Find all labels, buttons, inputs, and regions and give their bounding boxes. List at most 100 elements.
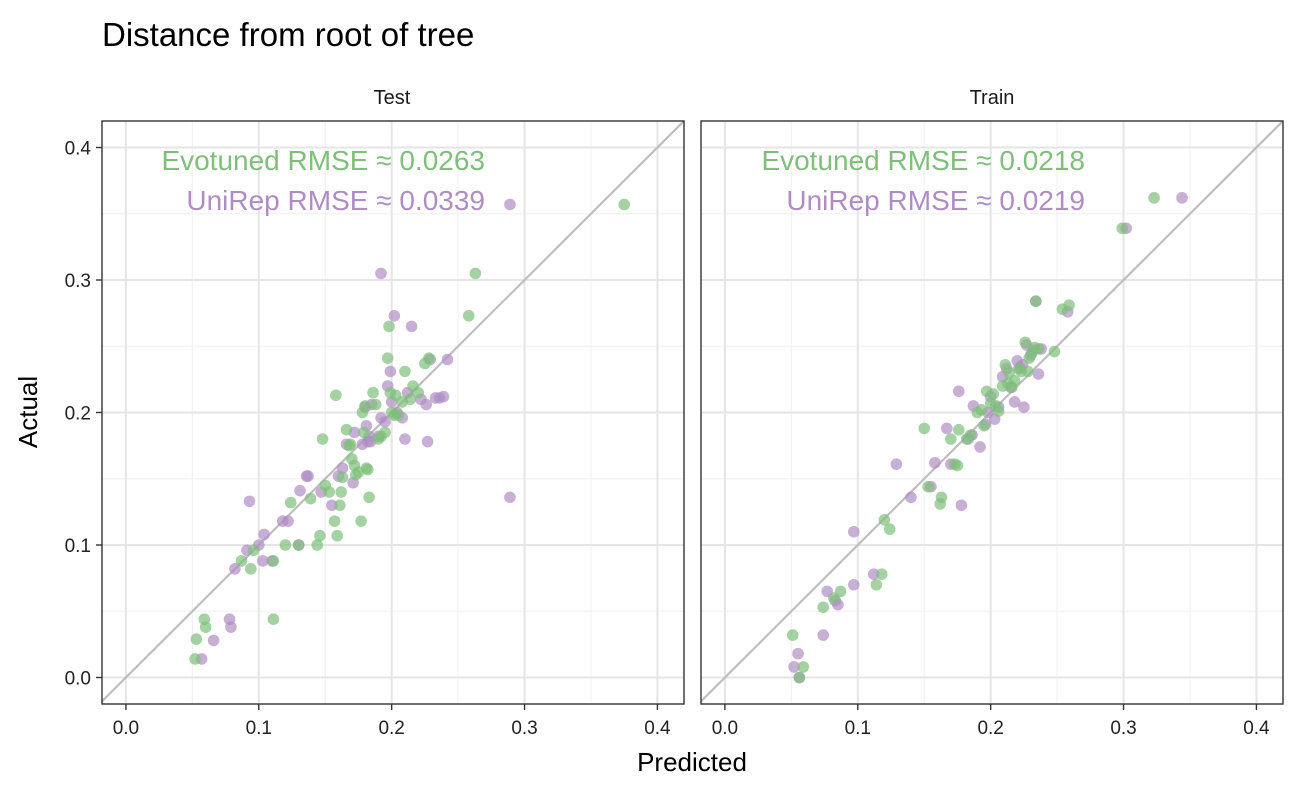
x-axis-title: Predicted xyxy=(637,747,747,777)
point-unirep-train xyxy=(952,385,965,398)
point-evotuned-train xyxy=(952,423,965,436)
point-evotuned-test xyxy=(284,496,297,509)
point-unirep-test xyxy=(420,398,433,411)
y-tick-label: 0.1 xyxy=(65,536,91,557)
point-evotuned-test xyxy=(330,389,342,402)
point-evotuned-test xyxy=(267,613,280,625)
point-unirep-train xyxy=(788,661,800,673)
point-unirep-train xyxy=(1008,396,1021,408)
point-unirep-test xyxy=(258,528,270,541)
point-evotuned-train xyxy=(875,568,888,580)
point-unirep-test xyxy=(207,634,220,647)
point-unirep-test xyxy=(384,365,397,378)
point-unirep-train xyxy=(867,568,880,580)
point-evotuned-train xyxy=(992,405,1005,417)
point-evotuned-test xyxy=(336,471,349,484)
point-evotuned-train xyxy=(883,523,896,535)
x-tick-label: 0.0 xyxy=(113,718,139,739)
point-evotuned-test xyxy=(381,352,394,364)
point-evotuned-train xyxy=(978,419,990,432)
y-tick-label: 0.2 xyxy=(65,404,91,425)
point-evotuned-test xyxy=(245,563,257,575)
point-unirep-test xyxy=(336,462,349,474)
y-tick-label: 0.3 xyxy=(65,271,91,292)
point-evotuned-test xyxy=(361,463,374,476)
y-axis-title: Actual xyxy=(13,376,43,448)
point-unirep-test xyxy=(504,198,516,211)
point-unirep-train xyxy=(905,491,917,504)
point-evotuned-test xyxy=(279,539,292,551)
point-unirep-test xyxy=(379,415,391,428)
point-evotuned-train xyxy=(1022,365,1034,378)
rmse-evotuned-train: Evotuned RMSE ≈ 0.0218 xyxy=(761,145,1085,176)
point-evotuned-train xyxy=(878,514,891,526)
rmse-unirep-test: UniRep RMSE ≈ 0.0339 xyxy=(186,185,485,216)
point-unirep-train xyxy=(1176,192,1188,204)
point-evotuned-test xyxy=(328,515,341,527)
point-unirep-test xyxy=(302,470,314,482)
point-evotuned-test xyxy=(355,515,367,527)
point-evotuned-test xyxy=(469,267,482,280)
point-evotuned-train xyxy=(964,429,977,441)
point-evotuned-test xyxy=(363,491,375,504)
point-evotuned-train xyxy=(935,491,948,504)
point-evotuned-train xyxy=(1116,222,1129,235)
point-unirep-test xyxy=(399,433,411,445)
point-evotuned-train xyxy=(1008,374,1021,387)
rmse-unirep-train: UniRep RMSE ≈ 0.0219 xyxy=(786,185,1085,216)
point-evotuned-test xyxy=(367,386,379,399)
point-evotuned-test xyxy=(199,621,212,633)
panel-strip-label-test: Test xyxy=(374,87,411,109)
point-evotuned-train xyxy=(975,404,988,416)
point-evotuned-test xyxy=(462,309,475,322)
point-evotuned-test xyxy=(334,499,346,512)
point-unirep-test xyxy=(388,309,401,322)
point-evotuned-train xyxy=(945,433,957,445)
x-tick-label: 0.2 xyxy=(378,718,404,739)
point-evotuned-train xyxy=(797,661,810,673)
point-unirep-test xyxy=(282,515,294,527)
x-tick-label: 0.2 xyxy=(977,718,1003,739)
panel-train: Train Evotuned RMSE ≈ 0.0218 UniRep RMSE… xyxy=(700,87,1284,739)
x-tick-label: 0.3 xyxy=(1110,718,1136,739)
point-unirep-test xyxy=(326,499,338,512)
point-unirep-train xyxy=(890,458,903,470)
point-unirep-test xyxy=(405,320,418,333)
point-evotuned-test xyxy=(311,539,324,551)
point-evotuned-test xyxy=(359,400,371,412)
point-evotuned-train xyxy=(918,422,931,435)
point-unirep-test xyxy=(441,353,454,366)
panel-test: Test Evotuned RMSE ≈ 0.0263 UniRep RMSE … xyxy=(65,87,685,739)
point-unirep-test xyxy=(375,267,387,280)
point-evotuned-test xyxy=(412,386,425,399)
point-unirep-train xyxy=(792,647,804,660)
point-evotuned-test xyxy=(190,633,203,645)
chart-title: Distance from root of tree xyxy=(102,16,474,53)
point-evotuned-train xyxy=(834,585,847,598)
point-evotuned-test xyxy=(399,365,411,378)
point-evotuned-train xyxy=(793,671,806,684)
point-evotuned-test xyxy=(335,486,347,498)
point-evotuned-test xyxy=(267,555,280,567)
point-unirep-train xyxy=(1032,368,1045,380)
point-evotuned-test xyxy=(235,555,248,567)
panel-border-train xyxy=(700,120,1284,705)
point-evotuned-train xyxy=(1063,299,1075,311)
point-evotuned-test xyxy=(383,320,395,333)
x-tick-label: 0.4 xyxy=(644,718,671,739)
point-evotuned-test xyxy=(189,653,201,665)
point-evotuned-train xyxy=(1030,295,1042,308)
point-evotuned-test xyxy=(404,393,417,406)
point-unirep-test xyxy=(294,484,306,497)
point-evotuned-test xyxy=(344,438,357,451)
point-evotuned-test xyxy=(423,352,435,364)
x-tick-label: 0.1 xyxy=(246,718,272,739)
point-evotuned-train xyxy=(1148,192,1160,204)
point-evotuned-test xyxy=(392,409,405,421)
point-evotuned-test xyxy=(331,529,343,542)
panel-strip-label-train: Train xyxy=(970,87,1015,109)
point-evotuned-test xyxy=(340,423,353,436)
point-unirep-train xyxy=(929,457,941,469)
x-tick-label: 0.0 xyxy=(712,718,738,739)
